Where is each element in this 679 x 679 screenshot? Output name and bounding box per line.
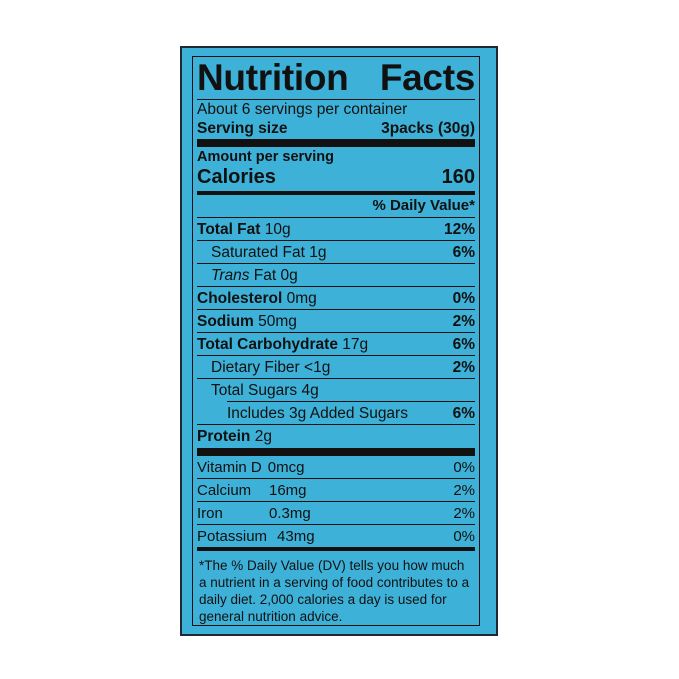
row-protein: Protein 2g <box>197 425 475 447</box>
protein-amount: 2g <box>254 427 272 445</box>
vitamin-row: Calcium 16mg 2% <box>197 479 475 501</box>
vitamin-name: Vitamin D <box>197 458 262 476</box>
nutrition-facts-label: Nutrition Facts About 6 servings per con… <box>192 56 480 626</box>
vitamin-amount: 0.3mg <box>269 504 311 522</box>
trans-fat-name-rest: Fat <box>253 266 277 284</box>
added-sugars-text: Includes 3g Added Sugars <box>227 404 408 422</box>
divider-thick <box>197 139 475 147</box>
sodium-dv: 2% <box>452 312 475 330</box>
serving-size-row: Serving size 3packs (30g) <box>197 119 475 138</box>
row-dietary-fiber: Dietary Fiber <1g 2% <box>197 356 475 378</box>
calories-label: Calories <box>197 166 276 188</box>
title-facts: Facts <box>379 57 475 98</box>
vitamin-dv: 2% <box>453 504 475 522</box>
row-total-sugars: Total Sugars 4g <box>197 379 475 401</box>
servings-per-container: About 6 servings per container <box>197 101 408 118</box>
amount-per-serving: Amount per serving <box>197 149 334 165</box>
total-sugars-name: Total Sugars <box>211 381 298 399</box>
row-cholesterol: Cholesterol 0mg 0% <box>197 287 475 309</box>
row-total-fat: Total Fat 10g 12% <box>197 218 475 240</box>
vitamin-dv: 0% <box>453 527 475 545</box>
divider-medium <box>197 191 475 195</box>
row-saturated-fat: Saturated Fat 1g 6% <box>197 241 475 263</box>
divider-thick-vitamins <box>197 448 475 456</box>
row-added-sugars: Includes 3g Added Sugars 6% <box>197 402 475 424</box>
total-fat-amount: 10g <box>264 220 291 238</box>
label-title: Nutrition Facts <box>197 57 475 99</box>
total-sugars-amount: 4g <box>301 381 319 399</box>
saturated-fat-name: Saturated Fat <box>211 243 305 261</box>
serving-size-value: 3packs (30g) <box>381 120 475 137</box>
dietary-fiber-dv: 2% <box>452 358 475 376</box>
vitamin-row: Iron 0.3mg 2% <box>197 502 475 524</box>
trans-fat-name-italic: Trans <box>211 266 250 284</box>
vitamin-amount: 16mg <box>269 481 307 499</box>
vitamin-name: Potassium <box>197 527 268 545</box>
dietary-fiber-name: Dietary Fiber <box>211 358 300 376</box>
daily-value-header: % Daily Value* <box>372 197 475 214</box>
total-carb-dv: 6% <box>452 335 475 353</box>
row-trans-fat: Trans Fat 0g <box>197 264 475 286</box>
cholesterol-name: Cholesterol <box>197 289 283 307</box>
cholesterol-amount: 0mg <box>286 289 317 307</box>
saturated-fat-amount: 1g <box>309 243 327 261</box>
sodium-amount: 50mg <box>258 312 297 330</box>
cholesterol-dv: 0% <box>452 289 475 307</box>
vitamin-row: Potassium 43mg 0% <box>197 525 475 547</box>
title-nutrition: Nutrition <box>197 57 349 98</box>
total-carb-name: Total Carbohydrate <box>197 335 338 353</box>
vitamin-dv: 2% <box>453 481 475 499</box>
vitamin-name: Calcium <box>197 481 252 499</box>
product-panel: Nutrition Facts About 6 servings per con… <box>180 46 498 636</box>
total-fat-dv: 12% <box>443 220 475 238</box>
total-carb-amount: 17g <box>342 335 369 353</box>
row-total-carbohydrate: Total Carbohydrate 17g 6% <box>197 333 475 355</box>
sodium-name: Sodium <box>197 312 254 330</box>
vitamin-name: Iron <box>197 504 223 522</box>
saturated-fat-dv: 6% <box>452 243 475 261</box>
row-sodium: Sodium 50mg 2% <box>197 310 475 332</box>
divider-footnote <box>197 547 475 551</box>
vitamin-row: Vitamin D 0mcg 0% <box>197 456 475 478</box>
serving-size-label: Serving size <box>197 120 288 137</box>
calories-value: 160 <box>441 166 475 188</box>
vitamin-amount: 0mcg <box>267 458 305 476</box>
trans-fat-amount: 0g <box>280 266 298 284</box>
daily-value-footnote: *The % Daily Value (DV) tells you how mu… <box>199 558 470 624</box>
protein-name: Protein <box>197 427 251 445</box>
vitamin-dv: 0% <box>453 458 475 476</box>
added-sugars-dv: 6% <box>452 404 475 422</box>
total-fat-name: Total Fat <box>197 220 261 238</box>
calories-row: Calories 160 <box>197 166 475 188</box>
dietary-fiber-amount: <1g <box>304 358 331 376</box>
vitamin-amount: 43mg <box>277 527 315 545</box>
